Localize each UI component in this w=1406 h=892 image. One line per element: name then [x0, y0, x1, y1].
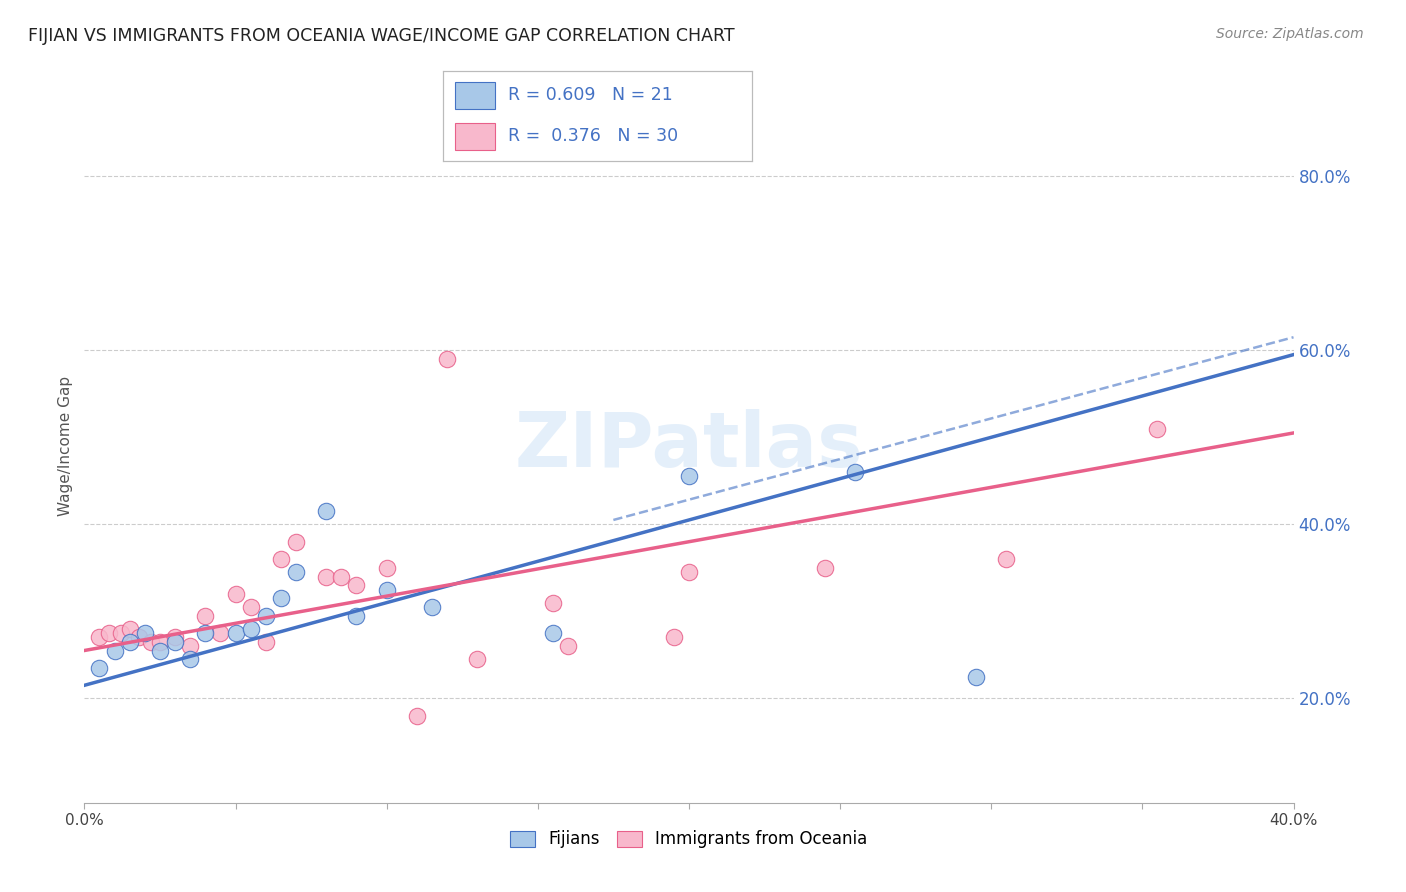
Point [1146, 421, 1168, 435]
Point [285, 534, 308, 549]
Point [104, 643, 127, 657]
Point [139, 635, 162, 649]
Point [225, 587, 247, 601]
Point [128, 631, 150, 645]
Point [557, 639, 579, 653]
Point [239, 599, 262, 614]
Y-axis label: Wage/Income Gap: Wage/Income Gap [58, 376, 73, 516]
Point [375, 561, 398, 575]
Point [97, 626, 120, 640]
Point [330, 569, 353, 583]
Point [270, 552, 292, 566]
Text: R = 0.609   N = 21: R = 0.609 N = 21 [508, 87, 672, 104]
Point [965, 670, 987, 684]
Bar [456, 82, 495, 109]
Bar [456, 123, 495, 150]
Point [285, 565, 308, 579]
Point [315, 569, 337, 583]
Point [165, 631, 187, 645]
Point [406, 708, 429, 723]
Point [254, 635, 277, 649]
Text: R =  0.376   N = 30: R = 0.376 N = 30 [508, 128, 678, 145]
Point [995, 552, 1018, 566]
Point [844, 465, 866, 479]
Text: FIJIAN VS IMMIGRANTS FROM OCEANIA WAGE/INCOME GAP CORRELATION CHART: FIJIAN VS IMMIGRANTS FROM OCEANIA WAGE/I… [28, 27, 735, 45]
Point [662, 631, 685, 645]
Point [346, 578, 368, 592]
Point [254, 608, 277, 623]
Point [420, 599, 443, 614]
Point [179, 639, 201, 653]
Point [110, 626, 132, 640]
Point [541, 596, 564, 610]
Point [436, 351, 458, 366]
Point [149, 635, 172, 649]
Point [375, 582, 398, 597]
Point [225, 626, 247, 640]
Point [270, 591, 292, 606]
Point [467, 652, 489, 666]
Point [315, 504, 337, 518]
Point [239, 622, 262, 636]
Point [541, 626, 564, 640]
Point [134, 626, 156, 640]
Point [179, 652, 201, 666]
Point [118, 635, 141, 649]
Point [194, 626, 217, 640]
Point [678, 565, 700, 579]
Point [678, 469, 700, 483]
Point [814, 561, 837, 575]
Point [346, 608, 368, 623]
Point [149, 643, 172, 657]
Text: Source: ZipAtlas.com: Source: ZipAtlas.com [1216, 27, 1364, 41]
Point [209, 626, 232, 640]
Point [89, 661, 111, 675]
Legend: Fijians, Immigrants from Oceania: Fijians, Immigrants from Oceania [503, 824, 875, 855]
Point [118, 622, 141, 636]
Point [165, 635, 187, 649]
Point [89, 631, 111, 645]
Text: ZIPatlas: ZIPatlas [515, 409, 863, 483]
Point [194, 608, 217, 623]
